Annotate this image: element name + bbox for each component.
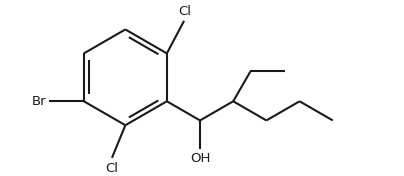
Text: OH: OH [191,152,211,165]
Text: Cl: Cl [178,5,191,18]
Text: Cl: Cl [105,162,118,175]
Text: Br: Br [32,95,46,108]
